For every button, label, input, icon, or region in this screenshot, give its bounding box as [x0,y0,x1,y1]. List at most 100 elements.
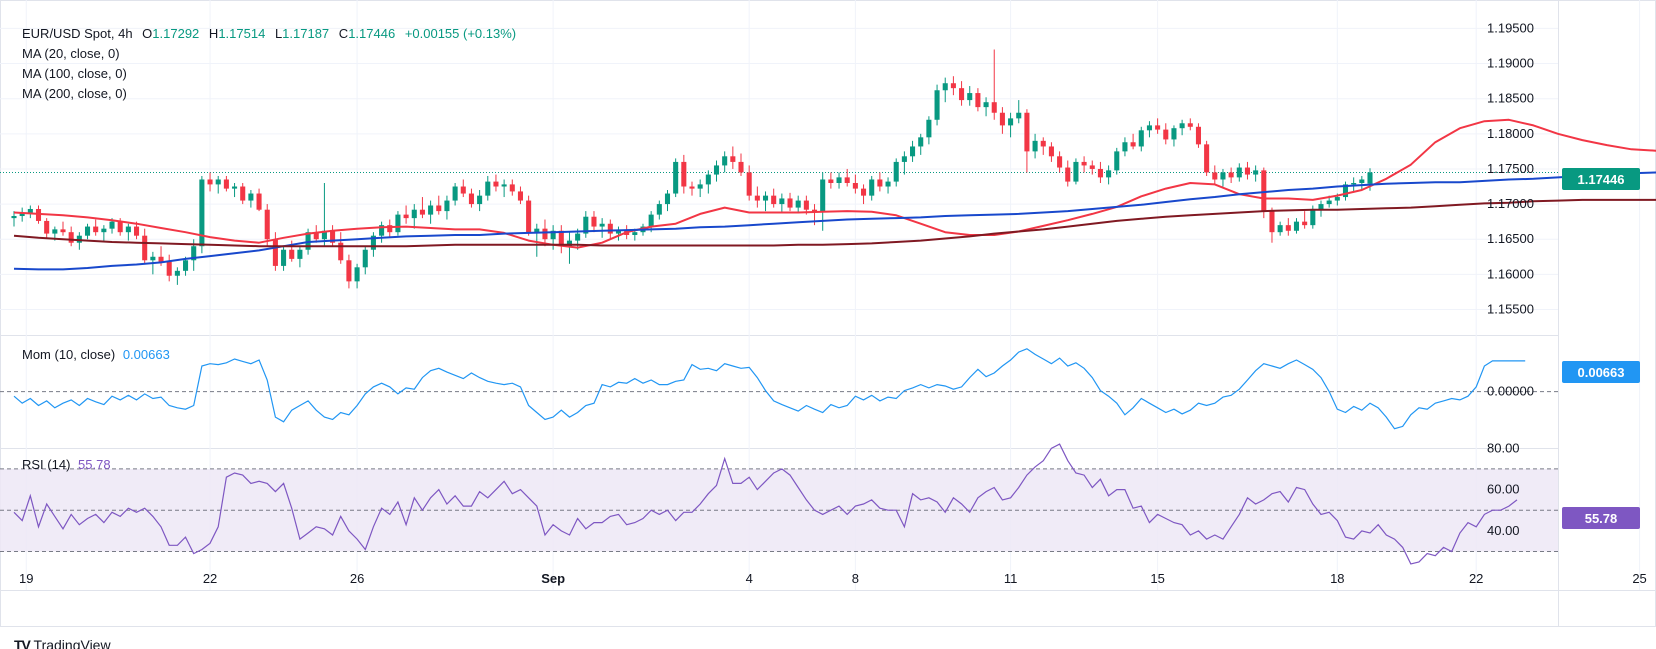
candle[interactable] [215,175,221,194]
candle[interactable] [248,190,254,208]
candle[interactable] [1236,163,1242,182]
candle[interactable] [1024,109,1030,173]
candle[interactable] [354,263,360,289]
candle[interactable] [885,177,891,194]
candle[interactable] [93,219,99,236]
candle[interactable] [281,246,287,271]
candle[interactable] [664,190,671,212]
candle[interactable] [754,186,760,208]
candle[interactable] [477,190,483,212]
candle[interactable] [583,211,589,238]
rsi-legend[interactable]: RSI (14) 55.78 [22,457,111,472]
candle[interactable] [485,175,491,201]
candle[interactable] [910,140,916,162]
candle[interactable] [983,97,989,117]
candle[interactable] [1302,211,1308,229]
candle[interactable] [558,225,564,254]
candle[interactable] [387,219,393,238]
candle[interactable] [762,191,769,212]
candle[interactable] [517,186,523,205]
candle[interactable] [362,246,368,275]
candle[interactable] [1089,160,1095,175]
candle[interactable] [60,221,66,236]
candle[interactable] [1359,175,1365,191]
candle[interactable] [411,204,417,229]
candle[interactable] [444,195,450,220]
candle[interactable] [379,221,385,243]
ma100-line[interactable] [13,169,1656,271]
candle[interactable] [1244,161,1251,180]
candle[interactable] [1008,112,1014,138]
ma200-line[interactable] [13,198,1656,248]
candle[interactable] [999,107,1005,134]
candle[interactable] [697,179,703,198]
candle[interactable] [101,225,107,241]
candle[interactable] [713,160,720,182]
candle[interactable] [844,168,850,187]
candle[interactable] [1171,125,1177,147]
candle[interactable] [967,86,973,106]
candle[interactable] [330,225,336,247]
candle[interactable] [84,223,91,240]
candle[interactable] [395,211,401,236]
candle[interactable] [1048,142,1054,162]
candle[interactable] [1318,200,1324,217]
candle[interactable] [681,154,687,194]
candle[interactable] [820,172,826,231]
candle[interactable] [1351,177,1357,192]
candle[interactable] [403,205,409,224]
candle[interactable] [1342,181,1349,201]
candle[interactable] [1065,160,1071,187]
candle[interactable] [934,84,940,126]
candle[interactable] [738,153,744,176]
candle[interactable] [1228,167,1234,183]
candle[interactable] [950,76,956,96]
candle[interactable] [11,211,17,227]
candle[interactable] [272,232,278,271]
ma200-legend[interactable]: MA (200, close, 0) [22,86,127,101]
candle[interactable] [1253,165,1259,182]
candle[interactable] [673,158,679,198]
candle[interactable] [526,195,532,236]
candle[interactable] [370,232,376,257]
ma20-legend[interactable]: MA (20, close, 0) [22,46,120,61]
candle[interactable] [264,204,270,247]
candle[interactable] [1155,118,1161,134]
candle[interactable] [125,223,131,241]
candle[interactable] [918,133,924,155]
candle[interactable] [1204,140,1210,176]
candle[interactable] [436,195,442,215]
candle[interactable] [1032,133,1038,159]
rsi-line[interactable] [13,443,1518,565]
candles[interactable] [11,49,1373,289]
candle[interactable] [1163,123,1169,145]
candle[interactable] [1285,218,1291,236]
candle[interactable] [44,218,50,238]
candle[interactable] [689,181,695,196]
candle[interactable] [428,200,434,224]
candle[interactable] [656,200,662,220]
ma20-line[interactable] [13,118,1656,249]
candle[interactable] [1277,221,1283,236]
candle[interactable] [199,175,205,254]
candle[interactable] [1081,156,1087,173]
candle[interactable] [566,232,573,264]
candle[interactable] [615,226,622,241]
candle[interactable] [901,151,907,175]
candle[interactable] [1138,126,1144,152]
candle[interactable] [1106,165,1112,185]
ma100-legend[interactable]: MA (100, close, 0) [22,66,127,81]
candle[interactable] [321,182,327,247]
candle[interactable] [240,182,246,205]
candle[interactable] [1187,118,1193,131]
candle[interactable] [346,254,352,289]
candle[interactable] [338,232,344,264]
candle[interactable] [1122,137,1128,157]
candle[interactable] [207,172,213,192]
candle[interactable] [746,165,752,201]
candle[interactable] [493,174,499,192]
candle[interactable] [779,193,785,213]
candle[interactable] [795,195,801,213]
candle[interactable] [975,88,981,112]
